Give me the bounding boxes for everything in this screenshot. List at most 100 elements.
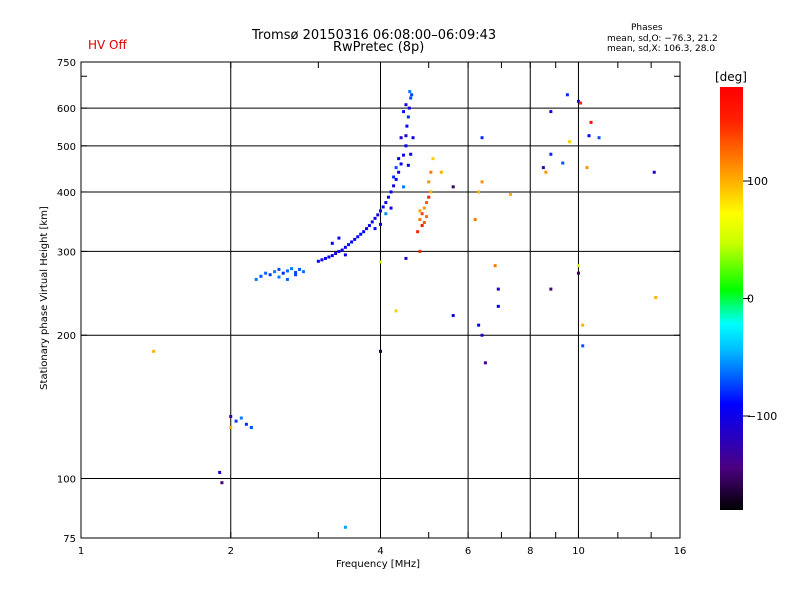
data-point <box>480 180 484 184</box>
data-point <box>365 227 369 231</box>
data-point <box>579 101 583 105</box>
data-point <box>384 212 388 216</box>
data-point <box>367 224 371 228</box>
data-point <box>409 152 413 156</box>
data-point <box>404 144 408 148</box>
phase-x-stats: mean, sd,X: 106.3, 28.0 <box>607 44 716 54</box>
data-point <box>285 277 289 281</box>
data-point <box>294 273 298 277</box>
x-tick-label: 6 <box>465 546 471 557</box>
data-point <box>323 256 327 260</box>
data-point <box>334 251 338 255</box>
data-point <box>425 215 429 219</box>
y-tick-label: 400 <box>57 188 76 199</box>
phase-o-stats: mean, sd,O: −76.3, 21.2 <box>607 34 718 44</box>
y-tick-label: 200 <box>57 331 76 342</box>
data-point <box>480 136 484 140</box>
data-point <box>473 218 477 222</box>
data-point <box>373 216 377 220</box>
data-point <box>268 273 272 277</box>
data-point <box>544 170 548 174</box>
data-point <box>652 170 656 174</box>
data-point <box>229 425 233 429</box>
data-point <box>404 134 408 138</box>
data-point <box>429 190 433 194</box>
data-point <box>229 414 233 418</box>
data-point <box>392 175 396 179</box>
x-tick-label: 2 <box>228 546 234 557</box>
data-point <box>343 525 347 529</box>
colorbar-tick-label: 0 <box>747 293 754 306</box>
data-point <box>394 309 398 313</box>
data-point <box>408 90 412 94</box>
y-tick-label: 75 <box>63 534 76 545</box>
data-point <box>508 193 512 197</box>
x-tick-label: 10 <box>572 546 585 557</box>
data-point <box>451 185 455 189</box>
colorbar-tick-label: 100 <box>747 175 768 188</box>
data-point <box>496 304 500 308</box>
x-tick-labels: 1 2 4 6 8 10 16 <box>78 546 687 557</box>
colorbar-tick-labels: −100 0 100 <box>743 175 777 423</box>
x-tick-label: 8 <box>527 546 533 557</box>
hv-status-label: HV Off <box>88 38 127 52</box>
colorbar-tick-label: −100 <box>747 410 777 423</box>
data-point <box>565 93 569 97</box>
data-point <box>384 201 388 205</box>
data-point <box>244 422 248 426</box>
y-tick-label: 750 <box>57 58 76 69</box>
data-point <box>277 267 281 271</box>
data-point <box>389 190 393 194</box>
data-point <box>576 264 580 268</box>
data-point <box>406 115 410 119</box>
x-tick-label: 16 <box>674 546 687 557</box>
data-point <box>320 258 324 262</box>
colorbar-label: [deg] <box>715 70 747 84</box>
data-point <box>541 166 545 170</box>
data-point <box>370 220 374 224</box>
data-point <box>301 270 305 274</box>
data-point <box>394 177 398 181</box>
data-point <box>343 253 347 257</box>
data-point <box>381 205 385 209</box>
data-point <box>285 269 289 273</box>
data-point <box>406 163 410 167</box>
data-point <box>549 152 553 156</box>
data-point <box>431 157 435 161</box>
y-axis-label: Stationary phase Virtual Height [km] <box>39 206 50 390</box>
data-point <box>402 153 406 157</box>
data-point <box>376 213 380 217</box>
data-point <box>350 240 354 244</box>
data-point <box>399 162 403 166</box>
data-point <box>337 236 341 240</box>
data-point <box>407 106 411 110</box>
data-point <box>394 166 398 170</box>
data-point <box>402 110 406 114</box>
data-point <box>549 110 553 114</box>
data-point <box>477 190 481 194</box>
data-point <box>392 184 396 188</box>
data-point <box>418 209 422 213</box>
data-point <box>418 249 422 253</box>
data-point <box>254 277 258 281</box>
data-point <box>389 206 393 210</box>
data-point <box>589 120 593 124</box>
data-point <box>386 195 390 199</box>
data-point <box>373 227 377 231</box>
data-point <box>264 271 268 275</box>
data-point <box>581 344 585 348</box>
x-tick-label: 1 <box>78 546 84 557</box>
data-point <box>281 271 285 275</box>
x-tick-label: 4 <box>377 546 383 557</box>
data-point <box>290 267 294 271</box>
y-tick-label: 600 <box>57 104 76 115</box>
data-point <box>234 419 238 423</box>
data-point <box>585 166 589 170</box>
data-point <box>416 230 420 234</box>
grid-lines <box>81 62 680 538</box>
data-point <box>273 270 277 274</box>
data-point <box>427 180 431 184</box>
data-point <box>359 232 363 236</box>
data-point <box>576 99 580 103</box>
data-point <box>399 136 403 140</box>
